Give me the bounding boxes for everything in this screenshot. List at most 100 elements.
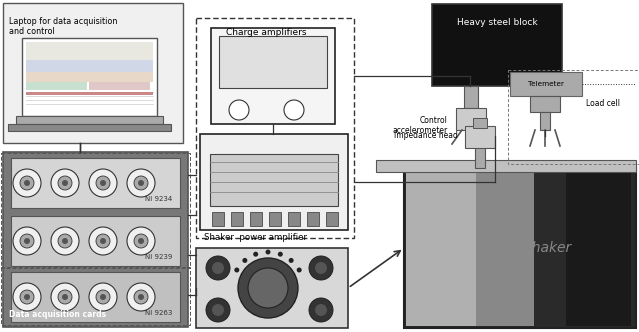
Text: Laptop for data acquisition
and control: Laptop for data acquisition and control	[9, 17, 118, 37]
Circle shape	[89, 169, 117, 197]
Circle shape	[96, 290, 110, 304]
Circle shape	[278, 252, 283, 257]
Bar	[530, 96, 560, 112]
Bar	[22, 38, 157, 116]
Bar	[326, 212, 338, 226]
Bar	[11, 158, 180, 208]
Circle shape	[13, 227, 41, 255]
Bar	[1, 267, 190, 325]
Circle shape	[248, 268, 288, 308]
Circle shape	[212, 304, 224, 316]
Circle shape	[58, 234, 72, 248]
Text: NI 9263: NI 9263	[144, 310, 172, 316]
Bar	[210, 154, 338, 206]
Circle shape	[238, 258, 298, 318]
Text: Shaker: Shaker	[524, 241, 572, 255]
Bar	[1, 153, 190, 268]
Bar	[11, 272, 180, 322]
Circle shape	[206, 298, 230, 322]
Circle shape	[62, 180, 68, 186]
Bar	[200, 134, 348, 230]
Bar	[196, 248, 348, 328]
Circle shape	[138, 294, 144, 300]
Bar	[26, 42, 153, 60]
Circle shape	[134, 290, 148, 304]
Bar	[269, 212, 281, 226]
Circle shape	[58, 290, 72, 304]
Circle shape	[24, 294, 30, 300]
Bar	[406, 170, 475, 326]
Text: Heavy steel block: Heavy steel block	[457, 18, 537, 27]
Circle shape	[51, 227, 79, 255]
Bar	[26, 82, 87, 90]
Circle shape	[289, 258, 294, 263]
Circle shape	[51, 169, 79, 197]
Circle shape	[100, 238, 106, 244]
Circle shape	[134, 234, 148, 248]
Circle shape	[89, 283, 117, 311]
Circle shape	[13, 169, 41, 197]
Circle shape	[229, 100, 249, 120]
Circle shape	[242, 258, 247, 263]
Bar	[464, 86, 478, 108]
Circle shape	[100, 180, 106, 186]
Bar	[404, 168, 636, 328]
Circle shape	[96, 234, 110, 248]
Circle shape	[127, 227, 155, 255]
Bar	[566, 170, 631, 326]
Circle shape	[296, 268, 302, 273]
Circle shape	[127, 283, 155, 311]
Bar	[26, 92, 153, 95]
Bar	[456, 108, 486, 130]
Text: Shaker  power amplifier: Shaker power amplifier	[204, 233, 307, 242]
Circle shape	[253, 252, 258, 257]
Text: NI 9239: NI 9239	[144, 254, 172, 260]
Text: Load cell: Load cell	[586, 100, 620, 109]
Text: Impedance head: Impedance head	[394, 131, 458, 140]
Circle shape	[127, 169, 155, 197]
Circle shape	[315, 262, 327, 274]
Circle shape	[51, 283, 79, 311]
Bar	[26, 72, 153, 82]
Text: Telemeter: Telemeter	[528, 81, 564, 87]
Circle shape	[100, 294, 106, 300]
Circle shape	[284, 100, 304, 120]
Circle shape	[20, 176, 34, 190]
Circle shape	[235, 268, 240, 273]
Circle shape	[206, 256, 230, 280]
Circle shape	[20, 234, 34, 248]
Circle shape	[138, 180, 144, 186]
Bar	[196, 18, 354, 238]
Bar	[475, 146, 485, 168]
Bar	[211, 28, 335, 124]
Circle shape	[62, 294, 68, 300]
Circle shape	[20, 290, 34, 304]
Circle shape	[13, 283, 41, 311]
Bar	[3, 3, 183, 143]
Circle shape	[96, 176, 110, 190]
Bar	[89, 82, 150, 90]
Circle shape	[62, 238, 68, 244]
Bar	[288, 212, 300, 226]
Bar	[406, 170, 534, 326]
Circle shape	[315, 304, 327, 316]
Circle shape	[309, 298, 333, 322]
Bar	[11, 216, 180, 266]
Circle shape	[309, 256, 333, 280]
Bar	[508, 70, 639, 164]
Bar	[250, 212, 262, 226]
Bar	[540, 112, 550, 130]
Bar	[8, 124, 171, 131]
Circle shape	[89, 227, 117, 255]
Circle shape	[134, 176, 148, 190]
Circle shape	[58, 176, 72, 190]
Circle shape	[138, 238, 144, 244]
Text: NI 9234: NI 9234	[145, 196, 172, 202]
Circle shape	[265, 250, 270, 255]
Bar	[231, 212, 243, 226]
Bar	[26, 60, 153, 72]
Text: Control
accelerometer: Control accelerometer	[393, 116, 448, 135]
Circle shape	[24, 180, 30, 186]
Text: Charge amplifiers: Charge amplifiers	[226, 28, 307, 37]
Bar	[376, 160, 636, 172]
